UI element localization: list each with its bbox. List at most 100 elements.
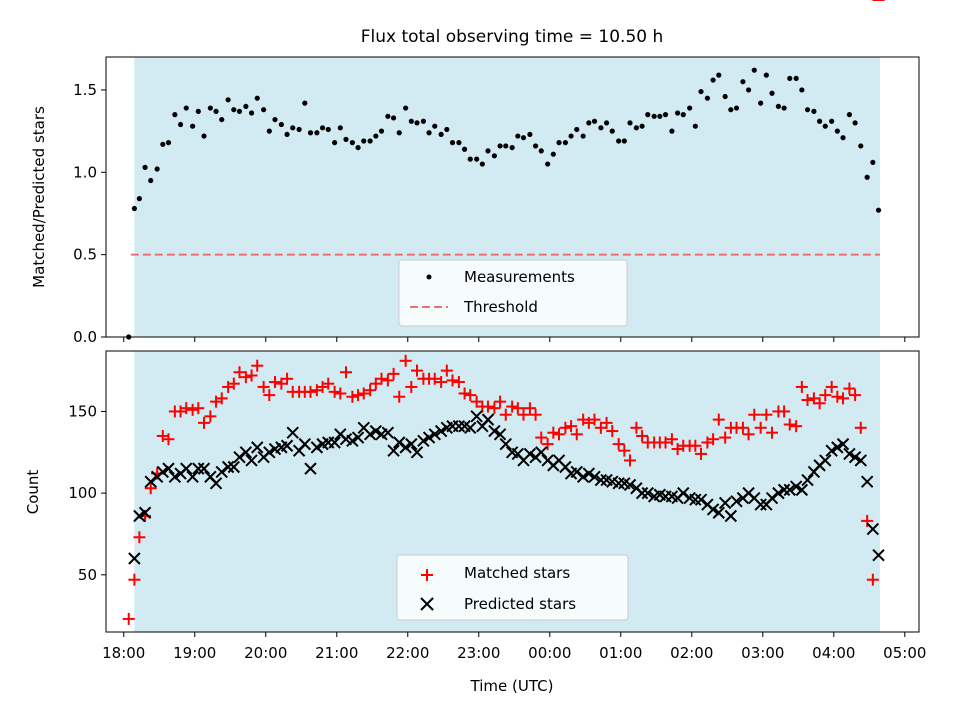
matched-star-point [783, 418, 796, 431]
measurement-point [426, 130, 432, 136]
matched-star-point [499, 408, 512, 421]
predicted-star-point [777, 483, 791, 497]
bottom-y-ticks: 50 100 150 [68, 402, 106, 584]
matched-star-point [612, 438, 625, 451]
matched-star-point [813, 397, 826, 410]
predicted-star-point [765, 491, 779, 505]
matched-star-point [606, 425, 619, 438]
predicted-star-point [570, 465, 583, 479]
measurement-point [201, 133, 207, 139]
matched-star-point [186, 403, 199, 416]
matched-star-point [162, 433, 175, 446]
measurement-point [687, 105, 693, 111]
measurement-point [692, 123, 698, 129]
predicted-star-point [393, 436, 406, 449]
matched-star-point [251, 359, 264, 372]
measurement-point [568, 133, 574, 139]
bottom-legend: Matched stars Predicted stars [396, 554, 629, 621]
measurement-point [272, 116, 278, 123]
matched-star-point [204, 410, 217, 423]
matched-star-point [488, 402, 501, 415]
predicted-star-point [351, 431, 365, 444]
predicted-star-point [689, 493, 702, 506]
matched-star-point [339, 366, 352, 379]
predicted-star-point [286, 426, 299, 439]
predicted-star-point [819, 454, 832, 467]
matched-star-point [861, 514, 874, 527]
predicted-star-point [795, 483, 809, 497]
measurement-point [367, 138, 373, 144]
matched-star-point [268, 376, 281, 389]
matched-star-point [357, 387, 370, 400]
predicted-star-point [635, 486, 649, 500]
predicted-star-point [387, 444, 400, 457]
measurement-point [532, 143, 539, 149]
measurement-point [195, 108, 201, 114]
predicted-star-point [848, 450, 862, 464]
measurement-point [183, 105, 189, 111]
measurement-point [840, 135, 846, 141]
measurement-point [633, 125, 640, 131]
matched-star-point [748, 408, 761, 421]
predicted-star-point [369, 424, 383, 438]
measurement-point [627, 120, 633, 126]
measurement-point [769, 90, 775, 96]
matched-star-point [754, 421, 767, 434]
matched-star-point [346, 390, 359, 403]
predicted-star-point [410, 446, 424, 459]
matched-star-point [364, 384, 377, 397]
matched-star-point [399, 354, 412, 367]
measurement-point [527, 131, 533, 138]
matched-star-point [452, 376, 465, 389]
matched-star-point [506, 400, 519, 413]
legend-threshold-label: Threshold [463, 298, 538, 316]
predicted-star-point [144, 475, 157, 488]
matched-star-point [636, 429, 649, 442]
measurement-point [385, 113, 391, 119]
measurement-point [231, 107, 237, 113]
x-tick-label: 04:00 [812, 644, 855, 662]
measurement-point [319, 125, 326, 131]
predicted-star-point [197, 462, 211, 475]
measurement-point [337, 125, 343, 131]
measurement-point [639, 123, 645, 129]
predicted-star-point [783, 483, 796, 497]
measurement-point [870, 159, 876, 166]
measurement-point [822, 123, 828, 129]
predicted-star-point [192, 462, 205, 475]
matched-star-point [227, 377, 240, 390]
predicted-star-point [310, 441, 324, 454]
matched-star-point [630, 421, 643, 434]
predicted-star-point [825, 444, 838, 457]
y-tick-label: 50 [78, 566, 97, 584]
measurement-point [378, 128, 385, 134]
measurement-point [728, 107, 734, 113]
measurement-point [266, 128, 272, 134]
matched-star-point [393, 390, 406, 403]
predicted-star-point [221, 460, 235, 474]
measurement-point [148, 177, 154, 184]
matched-star-point [494, 395, 507, 408]
top-y-ticks: 0.0 0.5 1.0 1.5 [73, 81, 106, 346]
matched-star-point [375, 372, 388, 385]
legend-predicted-marker [420, 597, 434, 611]
predicted-star-point [399, 441, 412, 454]
matched-star-point [435, 376, 448, 389]
matched-star-point [304, 385, 317, 398]
measurement-point [479, 161, 485, 167]
matched-star-point [122, 612, 135, 625]
bottom-legend-box [396, 554, 629, 621]
predicted-star-point [180, 462, 193, 475]
matched-star-point [659, 436, 672, 449]
predicted-star-point [576, 470, 590, 484]
measurement-point [254, 95, 260, 101]
measurement-point [461, 146, 468, 152]
x-tick-label: 01:00 [599, 644, 642, 662]
matched-star-point [831, 390, 844, 403]
matched-star-point [257, 380, 270, 393]
matched-star-point [801, 394, 814, 407]
matched-star-point [736, 421, 749, 434]
measurement-point [586, 120, 592, 126]
measurement-point [710, 77, 716, 83]
